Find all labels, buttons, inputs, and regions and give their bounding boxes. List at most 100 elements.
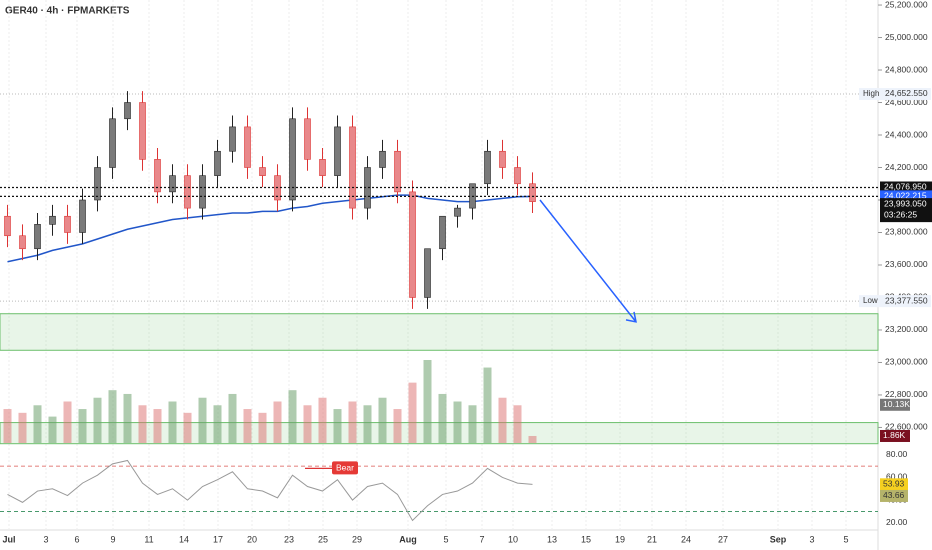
volume-bar [138,405,147,443]
candle-body [409,191,416,298]
x-tick-label: 6 [74,534,79,544]
rsi-badge-label: 43.66 [883,490,905,500]
volume-bar [453,401,462,443]
x-tick-label: 3 [809,534,814,544]
volume-bar [363,405,372,443]
volume-bar [3,409,12,443]
candle-body [349,126,356,209]
x-tick-label: 15 [581,534,591,544]
volume-bar [393,409,402,443]
candle-body [49,215,56,225]
y-tick-label: 24,400.000 [885,129,928,139]
volume-bar [408,382,417,443]
x-tick-label: 7 [479,534,484,544]
level-badge [859,87,881,100]
y-tick-label: 23,600.000 [885,259,928,269]
rsi-line [7,459,533,522]
x-tick-label: 20 [247,534,257,544]
volume-bar [513,405,522,443]
candle-body [334,126,341,176]
x-tick-label: 14 [179,534,189,544]
x-tick-label: 23 [284,534,294,544]
y-tick-label: 22,600.000 [885,422,928,432]
candle-body [379,150,386,168]
volume-badge-label: 10.13K [883,399,910,409]
volume-bar [228,393,237,443]
volume-bar [423,360,432,443]
bear-label: Bear [336,463,354,473]
volume-bar [78,409,87,443]
volume-badge [880,429,910,442]
volume-bar [438,393,447,443]
rsi-badge [880,478,908,491]
x-tick-label: 13 [547,534,557,544]
level-badge [881,295,931,308]
rsi-badge-label: 53.93 [883,479,905,489]
candle-body [514,167,521,185]
volume-bar [93,397,102,443]
rsi-tick-label: 80.00 [886,449,908,459]
y-tick-label: 24,600.000 [885,97,928,107]
volume-bar [468,405,477,443]
volume-bar [18,412,27,443]
volume-bar [108,390,117,443]
volume-bar [213,405,222,443]
countdown: 03:26:25 [884,209,917,219]
level-badge [859,295,881,308]
y-tick-label: 25,200.000 [885,0,928,9]
y-tick-label: 25,000.000 [885,32,928,42]
candle-body [499,150,506,168]
level-label: 24,076.950 [884,182,927,192]
level-label: 24,022.215 [884,191,927,201]
volume-bar [48,416,57,443]
candle-body [124,102,131,120]
x-tick-label: 9 [110,534,115,544]
candle-body [259,167,266,176]
x-tick-label: 10 [508,534,518,544]
level-badge [881,87,931,100]
price-label: 23,993.050 [884,198,927,208]
y-tick-label: 24,800.000 [885,64,928,74]
x-tick-label: 17 [213,534,223,544]
volume-bar [168,401,177,443]
x-tick-label: 24 [681,534,691,544]
level-name: High [863,89,879,98]
volume-bar [153,409,162,443]
candle-body [439,215,446,250]
volume-bar [123,393,132,443]
x-tick-label: 21 [647,534,657,544]
candle-body [4,215,11,237]
volume-bar [348,401,357,443]
candle-body [394,150,401,193]
y-tick-label: 23,200.000 [885,324,928,334]
volume-bar [288,390,297,443]
y-tick-label: 24,200.000 [885,162,928,172]
arrow [539,199,637,323]
volume-badge [880,398,910,411]
volume-bar [318,397,327,443]
rsi-badge [880,489,908,502]
x-tick-label: 11 [144,534,153,544]
level-label: 23,377.550 [885,295,928,305]
candle-body [484,150,491,185]
x-tick-label: 27 [718,534,728,544]
volume-bar [498,397,507,443]
volume-bar [378,397,387,443]
x-tick-label: 5 [443,534,448,544]
x-tick-label: 29 [352,534,362,544]
candle-body [154,159,161,193]
y-tick-label: 22,800.000 [885,389,928,399]
candle-body [184,175,191,209]
candle-body [64,215,71,233]
candle-body [244,126,251,168]
volume-bar [303,405,312,443]
x-tick-label: Jul [2,534,15,544]
x-tick-label: Aug [399,534,417,544]
volume-bar [198,397,207,443]
volume-bar [273,401,282,443]
zone [0,313,879,351]
volume-badge-label: 1.86K [883,430,906,440]
candle-body [139,102,146,160]
candle-body [319,159,326,176]
